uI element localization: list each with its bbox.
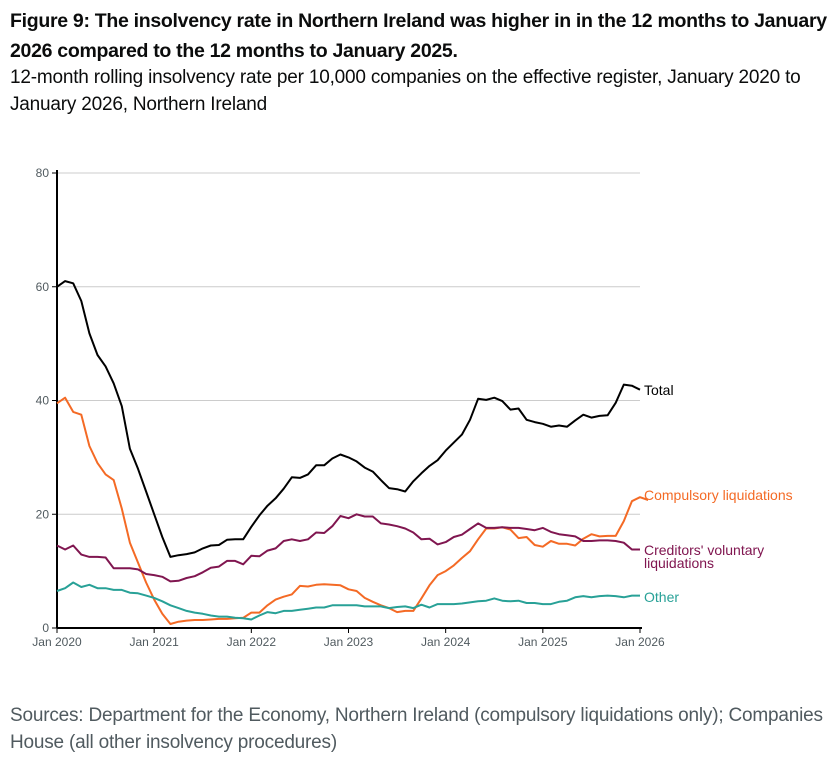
y-axis: 0 20 40 60 80 [36,166,58,635]
x-tick-label: Jan 2025 [518,635,568,649]
x-tick-label: Jan 2024 [421,635,471,649]
series-label: Creditors' voluntary [644,542,764,558]
figure-subtitle: 12-month rolling insolvency rate per 10,… [10,67,801,115]
y-tick-label: 60 [36,280,50,294]
series-line-total [56,280,641,558]
figure-sources: Sources: Department for the Economy, Nor… [10,705,823,753]
gridlines [57,172,640,515]
x-tick-label: Jan 2020 [32,635,82,649]
y-tick-label: 40 [36,394,50,408]
series-line-creditors-voluntary-liquidations [56,513,640,583]
series-label: Other [644,589,679,605]
series-labels: Total Compulsory liquidations Creditors' v… [644,382,793,605]
series-line-other [56,581,640,621]
series-label: liquidations [644,555,714,571]
series-lines [56,280,649,625]
y-tick-label: 80 [36,166,50,180]
x-tick-label: Jan 2022 [227,635,277,649]
x-axis: Jan 2020 Jan 2021 Jan 2022 Jan 2023 Jan 2024… [32,627,665,649]
series-label: Compulsory liquidations [644,487,793,503]
y-tick-label: 0 [42,621,49,635]
x-tick-label: Jan 2023 [324,635,374,649]
series-line-compulsory-liquidations [56,396,649,625]
figure-title: Figure 9: The insolvency rate in Norther… [10,10,827,62]
series-label: Total [644,382,674,398]
y-tick-label: 20 [36,507,50,521]
x-tick-label: Jan 2026 [615,635,665,649]
x-tick-label: Jan 2021 [129,635,179,649]
